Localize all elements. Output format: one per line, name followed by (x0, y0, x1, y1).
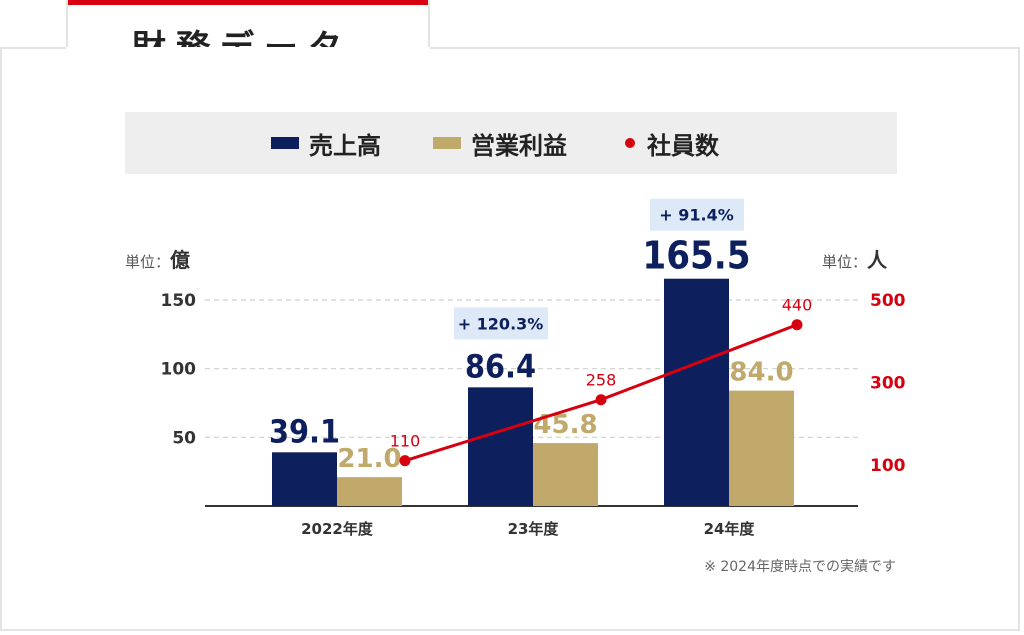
bar-profit (337, 477, 402, 506)
card-border-top-right (430, 47, 1020, 49)
right-tick-label: 300 (870, 373, 906, 393)
employees-point (791, 319, 803, 331)
footnote: ※ 2024年度時点での実績です (704, 559, 896, 575)
left-tick-label: 100 (161, 360, 197, 380)
growth-badge-bg (454, 307, 548, 340)
x-tick-label: 23年度 (508, 520, 560, 538)
x-tick-label: 2022年度 (301, 520, 374, 538)
right-axis-unit-value: 人 (867, 248, 888, 272)
growth-badge-label: + 120.3% (458, 314, 544, 333)
growth-badge-label: + 91.4% (659, 206, 733, 225)
legend-item-employees: 社員数 (625, 112, 719, 174)
bar-revenue (468, 387, 533, 506)
left-tick-label: 50 (172, 428, 196, 448)
legend-swatch-profit (433, 137, 461, 149)
bar-profit (533, 443, 598, 506)
left-axis-unit-value: 億 (170, 248, 191, 272)
legend: 売上高 営業利益 社員数 (125, 112, 897, 174)
employees-point (595, 394, 607, 406)
employees-data-label: 440 (782, 296, 813, 315)
bar-revenue (272, 452, 337, 506)
data-label-profit: 45.8 (533, 410, 597, 440)
data-label-revenue: 86.4 (465, 347, 536, 385)
right-axis-unit: 単位：人 (822, 244, 887, 273)
bar-revenue (664, 278, 729, 506)
employees-point (399, 455, 411, 467)
data-label-revenue: 165.5 (642, 234, 750, 278)
left-tick-label: 150 (161, 291, 197, 311)
legend-item-revenue: 売上高 (271, 112, 381, 174)
employees-data-label: 110 (390, 432, 421, 451)
data-label-revenue: 39.1 (269, 412, 340, 450)
legend-label-employees: 社員数 (647, 131, 719, 160)
title-tab-accent (68, 0, 428, 5)
bar-profit (729, 390, 794, 506)
x-tick-label: 24年度 (704, 520, 756, 538)
growth-badge-bg (650, 198, 744, 231)
employees-data-label: 258 (586, 371, 617, 390)
card-border-top-left (0, 47, 66, 49)
legend-label-profit: 営業利益 (471, 131, 567, 160)
legend-swatch-employees (625, 138, 635, 148)
legend-item-profit: 営業利益 (433, 112, 567, 174)
legend-swatch-revenue (271, 137, 299, 149)
right-tick-label: 500 (870, 291, 906, 311)
left-axis-unit: 単位：億 (125, 244, 190, 273)
right-tick-label: 100 (870, 456, 906, 476)
right-axis-unit-prefix: 単位： (822, 253, 868, 271)
left-axis-unit-prefix: 単位： (125, 253, 171, 271)
data-label-profit: 21.0 (337, 444, 401, 474)
legend-label-revenue: 売上高 (309, 131, 381, 160)
data-label-profit: 84.0 (729, 358, 793, 388)
